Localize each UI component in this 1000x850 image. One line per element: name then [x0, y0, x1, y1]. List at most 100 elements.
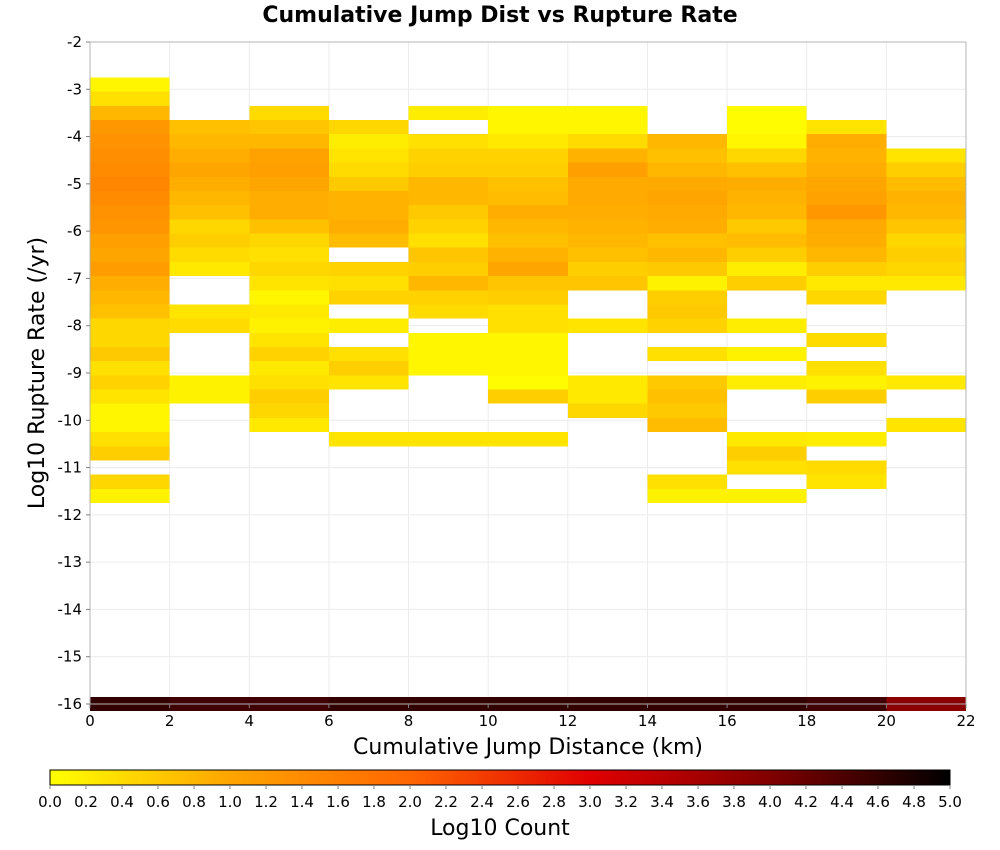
- heatmap-cell: [806, 460, 887, 475]
- y-tick-label: -11: [58, 459, 83, 477]
- colorbar-tick-label: 1.0: [218, 793, 242, 811]
- heatmap-cell: [567, 105, 648, 121]
- heatmap-cell: [328, 148, 409, 163]
- y-axis-ticks: -2 -3 -4 -5 -6 -7 -8 -9 -10 -11 -12 -13 -14 -15 -16: [58, 33, 90, 713]
- heatmap-cell: [90, 261, 170, 277]
- heatmap-cell: [567, 134, 648, 149]
- heatmap-cell: [328, 290, 409, 305]
- heatmap-cell: [488, 304, 568, 319]
- heatmap-cell: [886, 261, 966, 277]
- heatmap-cell: [90, 233, 170, 248]
- heatmap-cell: [328, 205, 409, 220]
- y-tick-label: -5: [67, 175, 82, 193]
- heatmap-cell: [647, 261, 728, 277]
- heatmap-cell: [90, 417, 170, 433]
- heatmap-cell: [169, 205, 250, 220]
- heatmap-cell: [886, 276, 966, 291]
- heatmap-cell: [806, 361, 887, 376]
- heatmap-cell: [328, 233, 409, 248]
- heatmap-cell: [647, 176, 728, 191]
- heatmap-cell: [328, 219, 409, 234]
- colorbar-ticks: 0.0 0.2 0.4 0.6 0.8 1.0 1.2 1.4 1.6 1.8 2.0 2.2 2.4 2…: [38, 785, 962, 811]
- heatmap-cell: [249, 105, 329, 121]
- colorbar-tick-label: 4.6: [866, 793, 890, 811]
- heatmap-cell: [806, 276, 887, 291]
- heatmap-cell: [249, 346, 329, 362]
- heatmap-cell: [727, 120, 807, 135]
- x-tick-label: 6: [324, 712, 334, 730]
- heatmap-cell: [806, 474, 887, 489]
- heatmap-cell: [647, 318, 728, 333]
- heatmap-cell: [90, 190, 170, 206]
- heatmap-cell: [169, 247, 250, 262]
- heatmap-cell: [488, 105, 568, 121]
- heatmap-cell: [647, 148, 728, 163]
- heatmap-cell: [249, 148, 329, 163]
- colorbar-tick-label: 3.6: [686, 793, 710, 811]
- heatmap-cell: [169, 148, 250, 163]
- heatmap-cell: [727, 276, 807, 291]
- heatmap-cell: [169, 219, 250, 234]
- heatmap-cell: [169, 190, 250, 206]
- heatmap-cell: [90, 162, 170, 177]
- y-axis-label: Log10 Rupture Rate (/yr): [25, 237, 50, 509]
- heatmap-cell: [90, 446, 170, 461]
- y-tick-label: -12: [58, 506, 83, 524]
- heatmap-cell: [249, 233, 329, 248]
- heatmap-cell: [488, 318, 568, 333]
- heatmap-cell: [886, 375, 966, 390]
- x-tick-label: 4: [244, 712, 254, 730]
- heatmap-cell: [647, 346, 728, 362]
- heatmap-cell: [328, 261, 409, 277]
- colorbar-tick-label: 4.2: [794, 793, 818, 811]
- heatmap-cell: [249, 417, 329, 433]
- heatmap-cell: [328, 276, 409, 291]
- heatmap-cell: [488, 190, 568, 206]
- colorbar-tick-label: 0.4: [110, 793, 134, 811]
- heatmap-cell: [90, 318, 170, 333]
- heatmap-cell: [90, 176, 170, 191]
- heatmap-cell: [90, 346, 170, 362]
- heatmap-cell: [249, 318, 329, 333]
- heatmap-cell: [249, 176, 329, 191]
- heatmap-cell: [408, 176, 489, 191]
- heatmap-cell: [488, 134, 568, 149]
- heatmap-cell: [567, 219, 648, 234]
- x-tick-label: 18: [797, 712, 816, 730]
- colorbar-tick-label: 4.4: [830, 793, 854, 811]
- y-tick-label: -16: [58, 695, 83, 713]
- heatmap-cell: [647, 389, 728, 404]
- y-tick-label: -10: [58, 411, 83, 429]
- heatmap-cell: [90, 332, 170, 347]
- colorbar-tick-label: 5.0: [938, 793, 962, 811]
- heatmap-cell: [567, 276, 648, 291]
- heatmap-cell: [727, 190, 807, 206]
- x-tick-label: 0: [85, 712, 95, 730]
- heatmap-cell: [727, 375, 807, 390]
- heatmap-cell: [886, 247, 966, 262]
- heatmap-cell: [408, 276, 489, 291]
- heatmap-cell: [647, 276, 728, 291]
- heatmap-cell: [886, 219, 966, 234]
- heatmap-cell: [249, 332, 329, 347]
- colorbar-tick-label: 0.8: [182, 793, 206, 811]
- heatmap-cell: [727, 205, 807, 220]
- heatmap-cell: [249, 162, 329, 177]
- heatmap-cell: [90, 91, 170, 106]
- x-tick-label: 12: [558, 712, 577, 730]
- heatmap-cell: [488, 219, 568, 234]
- heatmap-cell: [90, 120, 170, 135]
- heatmap-cell: [328, 318, 409, 333]
- heatmap-cell: [647, 375, 728, 390]
- y-tick-label: -7: [67, 269, 82, 287]
- heatmap-cell: [886, 176, 966, 191]
- heatmap-cell: [328, 432, 409, 447]
- x-tick-label: 16: [718, 712, 737, 730]
- heatmap-cell: [567, 318, 648, 333]
- heatmap-cell: [806, 162, 887, 177]
- heatmap-cell: [408, 332, 489, 347]
- heatmap-cell: [169, 120, 250, 135]
- y-tick-label: -2: [67, 33, 82, 51]
- colorbar-tick-label: 3.8: [722, 793, 746, 811]
- colorbar-tick-label: 1.2: [254, 793, 278, 811]
